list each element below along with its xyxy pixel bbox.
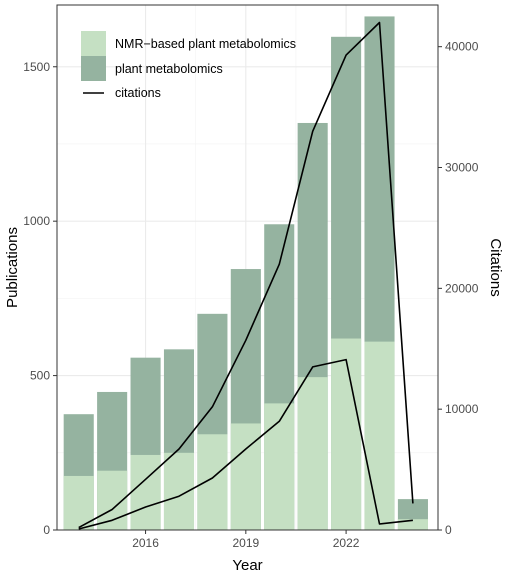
y2-axis-title: Citations	[487, 238, 504, 296]
x-tick-label: 2016	[132, 536, 159, 550]
y-tick-label: 1500	[23, 60, 50, 74]
axes: 0 500 1000 1500 0 10000 20000 30000 40000 2016 201…	[23, 40, 478, 550]
bar-nmr-based	[397, 519, 428, 530]
legend-swatch-nmr	[81, 31, 106, 56]
bar-nmr-based	[130, 454, 161, 530]
y-axis-title: Publications	[4, 227, 21, 308]
legend-label-plant: plant metabolomics	[115, 62, 223, 76]
citations-line-total	[78, 21, 414, 529]
citations-line-nmr	[78, 358, 413, 530]
bar-nmr-based	[63, 475, 94, 530]
y2-tick-label: 30000	[445, 161, 479, 175]
legend-label-nmr: NMR−based plant metabolomics	[115, 37, 296, 51]
x-tick-label: 2019	[232, 536, 259, 550]
bar-nmr-based	[297, 377, 328, 530]
x-axis-title: Year	[232, 557, 262, 574]
y2-tick-label: 10000	[445, 402, 479, 416]
x-tick-label: 2022	[333, 536, 360, 550]
bar-nmr-based	[163, 452, 195, 530]
y2-tick-label: 20000	[445, 281, 479, 295]
y-tick-label: 1000	[23, 214, 50, 228]
y2-tick-label: 0	[445, 523, 452, 537]
y-tick-label: 500	[30, 369, 50, 383]
y2-tick-label: 40000	[445, 40, 479, 54]
bar-nmr-based	[364, 341, 395, 530]
bar-nmr-based	[264, 403, 295, 530]
panel-border	[56, 4, 439, 531]
bar-nmr-based	[197, 434, 228, 530]
legend: NMR−based plant metabolomics plant metab…	[81, 31, 296, 100]
bar-nmr-based	[331, 338, 362, 530]
legend-swatch-plant	[81, 56, 106, 81]
legend-label-citations: citations	[115, 86, 161, 100]
citation-lines	[78, 21, 414, 530]
y-tick-label: 0	[43, 523, 50, 537]
